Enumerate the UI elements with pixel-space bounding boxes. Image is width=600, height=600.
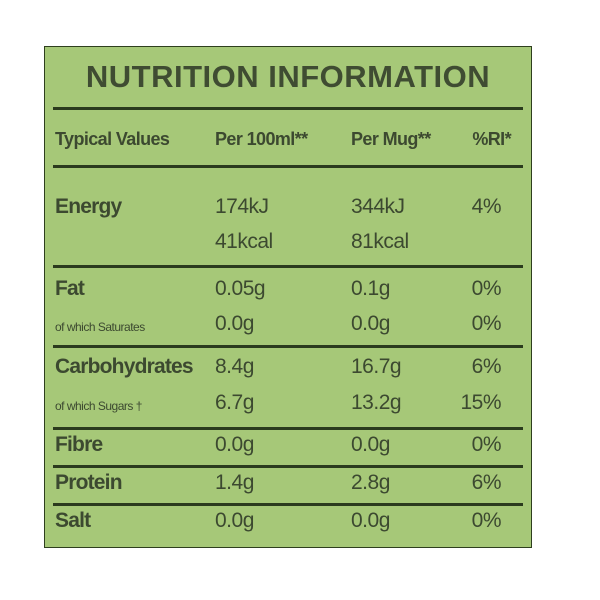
salt-ri: 0% xyxy=(471,509,502,532)
energy-kj-per-100ml: 174kJ xyxy=(215,195,269,218)
saturates-ri: 0% xyxy=(471,312,502,335)
energy-ri: 4% xyxy=(471,195,502,218)
header-ri: %RI* xyxy=(472,129,511,149)
salt-per-mug: 0.0g xyxy=(351,509,390,532)
row-name-protein: Protein xyxy=(55,471,123,494)
row-name-saturates: of which Saturates xyxy=(55,320,145,334)
energy-kj-per-mug: 344kJ xyxy=(351,195,405,218)
header-per-100ml: Per 100ml** xyxy=(215,129,308,149)
row-name-sugars: of which Sugars † xyxy=(55,399,142,413)
carbohydrates-per-100ml: 8.4g xyxy=(215,355,254,378)
protein-per-mug: 2.8g xyxy=(351,471,390,494)
carbohydrates-per-mug: 16.7g xyxy=(351,355,402,378)
row-name-carbohydrates: Carbohydrates xyxy=(55,355,194,378)
sugars-ri: 15% xyxy=(460,391,501,414)
sugars-per-100ml: 6.7g xyxy=(215,391,254,414)
row-name-salt: Salt xyxy=(55,509,91,532)
fat-ri: 0% xyxy=(471,277,502,300)
fibre-per-100ml: 0.0g xyxy=(215,433,254,456)
carbohydrates-ri: 6% xyxy=(471,355,502,378)
divider xyxy=(53,465,523,468)
protein-ri: 6% xyxy=(471,471,502,494)
header-typical-values: Typical Values xyxy=(55,129,170,149)
divider xyxy=(53,427,523,430)
fibre-per-mug: 0.0g xyxy=(351,433,390,456)
row-name-fibre: Fibre xyxy=(55,433,103,456)
divider xyxy=(53,345,523,348)
saturates-per-mug: 0.0g xyxy=(351,312,390,335)
divider xyxy=(53,265,523,268)
salt-per-100ml: 0.0g xyxy=(215,509,254,532)
energy-kcal-per-mug: 81kcal xyxy=(351,230,409,253)
divider xyxy=(53,165,523,168)
row-name-fat: Fat xyxy=(55,277,85,300)
saturates-per-100ml: 0.0g xyxy=(215,312,254,335)
protein-per-100ml: 1.4g xyxy=(215,471,254,494)
sugars-per-mug: 13.2g xyxy=(351,391,402,414)
fat-per-100ml: 0.05g xyxy=(215,277,266,300)
fat-per-mug: 0.1g xyxy=(351,277,390,300)
fibre-ri: 0% xyxy=(471,433,502,456)
energy-kcal-per-100ml: 41kcal xyxy=(215,230,273,253)
divider xyxy=(53,107,523,110)
nutrition-label: NUTRITION INFORMATION Typical Values Per… xyxy=(44,46,532,548)
header-per-mug: Per Mug** xyxy=(351,129,431,149)
row-name-energy: Energy xyxy=(55,195,122,218)
label-title: NUTRITION INFORMATION xyxy=(85,59,491,94)
divider xyxy=(53,503,523,506)
